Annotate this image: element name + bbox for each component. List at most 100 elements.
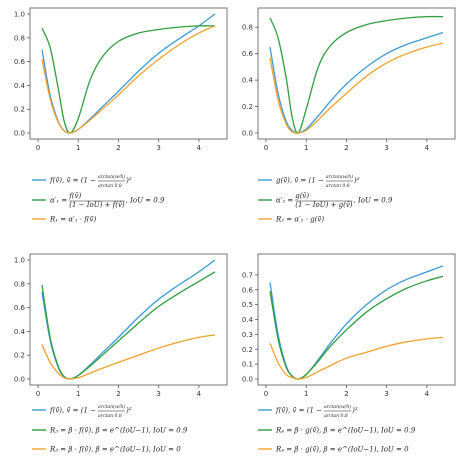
legend-fraction-numerator: g(v̄): [295, 192, 309, 200]
legend-label: R₁ = α′₁ · f(v̄): [49, 216, 96, 224]
y-tick-label: 1.0: [14, 11, 25, 19]
legend-label: R₄ = β · g(v̄), β = e^(IoU−1), IoU = 0: [275, 446, 409, 454]
y-tick-label: 0.7: [242, 271, 253, 279]
x-tick-label: 1: [304, 144, 308, 152]
x-tick-label: 1: [76, 144, 80, 152]
legend-label: α′₁ =: [50, 197, 67, 205]
series-line-2: [41, 25, 215, 134]
legend-fraction-denominator: arctan 0.8: [98, 413, 122, 419]
x-tick-label: 3: [384, 144, 388, 152]
y-tick-label: 0.4: [242, 316, 254, 324]
y-tick-label: 0.2: [242, 346, 253, 354]
legend-label: R₂ = α′₂ · g(v̄): [275, 216, 324, 224]
y-tick-label: 0.6: [242, 286, 254, 294]
legend-label: R₃ = β · f(v̄), β = e^(IoU−1), IoU = 0.9: [49, 427, 188, 435]
legend-label-tail: )²: [353, 177, 360, 185]
legend-label: f(v̄), v̄ = (1 −: [275, 407, 322, 415]
legend-label: α′₂ =: [276, 197, 293, 205]
x-tick-label: 2: [116, 144, 120, 152]
series-line-2: [269, 275, 444, 380]
plot-frame: [257, 253, 456, 386]
chart-legend: f(v̄), v̄ = (1 − arctan(w/h) arctan 0.8)² α…: [32, 173, 165, 224]
y-tick-label: 0.4: [14, 82, 26, 90]
series-line-2: [41, 271, 216, 380]
chart-panel-4: 0 1 2 3 4 0.0 0.1 0.2 0.3 0.4 0.5 0.6 0.7 f(v̄), v̄ =…: [242, 253, 456, 454]
series-line-3: [41, 25, 216, 134]
legend-fraction-numerator: arctan(w/h): [326, 173, 353, 180]
legend-label: f(v̄), v̄ = (1 −: [49, 407, 96, 415]
legend-label-tail: )²: [351, 407, 358, 415]
series-line-1: [41, 13, 216, 134]
y-tick-label: 1.0: [14, 257, 25, 265]
plot-frame: [29, 7, 228, 140]
plot-frame: [29, 253, 228, 386]
y-tick-label: 0.0: [14, 130, 25, 138]
chart-panel-3: 0 1 2 3 4 0.0 0.2 0.4 0.6 0.8 1.0 f(v̄), v̄ = (1 − a…: [14, 253, 228, 454]
series-line-1: [41, 259, 216, 380]
y-tick-label: 0.2: [14, 352, 25, 360]
legend-label-tail: )²: [125, 177, 132, 185]
y-tick-label: 0.1: [242, 361, 253, 369]
y-tick-label: 0.8: [14, 280, 25, 288]
y-tick-label: 0.5: [242, 301, 253, 309]
legend-label-tail: , IoU = 0.9: [354, 197, 393, 205]
y-tick-label: 0.4: [242, 77, 254, 85]
series-line-1: [269, 265, 444, 380]
chart-legend: f(v̄), v̄ = (1 − arctan(w/h) arctan 0.8)² R…: [258, 403, 416, 454]
legend-label-tail: )²: [125, 407, 132, 415]
x-tick-label: 2: [344, 390, 348, 398]
legend-fraction-numerator: f(v̄): [68, 192, 81, 200]
legend-fraction-denominator: arctan 0.8: [326, 183, 350, 189]
series-line-1: [269, 31, 444, 134]
x-tick-label: 2: [116, 390, 120, 398]
y-tick-label: 0.3: [242, 331, 253, 339]
chart-panel-1: 0 1 2 3 4 0.0 0.2 0.4 0.6 0.8 1.0 f(v̄), v̄ = (1 − a…: [14, 7, 228, 224]
y-tick-label: 0.6: [242, 50, 254, 58]
y-tick-label: 0.8: [242, 24, 253, 32]
x-tick-label: 0: [264, 390, 268, 398]
x-tick-label: 3: [156, 390, 160, 398]
x-tick-label: 3: [384, 390, 388, 398]
legend-fraction-denominator: (1 − IoU) + f(v̄): [69, 201, 125, 209]
x-tick-label: 4: [425, 390, 430, 398]
legend-label: f(v̄), v̄ = (1 −: [49, 177, 96, 185]
x-tick-label: 4: [425, 144, 430, 152]
legend-fraction-numerator: arctan(w/h): [98, 173, 125, 180]
plot-frame: [257, 7, 456, 140]
y-tick-label: 0.2: [14, 106, 25, 114]
x-tick-label: 4: [197, 390, 202, 398]
chart-legend: f(v̄), v̄ = (1 − arctan(w/h) arctan 0.8)² R…: [32, 403, 188, 454]
y-tick-label: 0.8: [14, 34, 25, 42]
legend-fraction-numerator: arctan(w/h): [98, 403, 125, 410]
x-tick-label: 0: [36, 144, 40, 152]
legend-label: R₄ = β · g(v̄), β = e^(IoU−1), IoU = 0.9: [275, 427, 416, 435]
y-tick-label: 0.0: [242, 376, 253, 384]
x-tick-label: 1: [304, 390, 308, 398]
x-tick-label: 2: [344, 144, 348, 152]
series-line-3: [269, 336, 444, 380]
series-line-3: [269, 42, 444, 134]
legend-fraction-denominator: arctan 0.8: [324, 413, 348, 419]
series-line-3: [41, 334, 216, 380]
y-tick-label: 0.4: [14, 328, 26, 336]
x-tick-label: 4: [197, 144, 202, 152]
x-tick-label: 3: [156, 144, 160, 152]
legend-fraction-denominator: (1 − IoU) + g(v̄): [295, 201, 353, 209]
legend-fraction-numerator: arctan(w/h): [324, 403, 351, 410]
x-tick-label: 0: [264, 144, 268, 152]
series-line-2: [269, 15, 443, 134]
legend-label-tail: , IoU = 0.9: [126, 197, 165, 205]
y-tick-label: 0.6: [14, 58, 26, 66]
y-tick-label: 0.2: [242, 103, 253, 111]
legend-fraction-denominator: arctan 0.8: [98, 183, 122, 189]
y-tick-label: 0.0: [242, 130, 253, 138]
x-tick-label: 1: [76, 390, 80, 398]
chart-panel-2: 0 1 2 3 4 0.0 0.2 0.4 0.6 0.8 g(v̄), v̄ = (1 − arct…: [242, 7, 456, 224]
legend-label: g(v̄), v̄ = (1 −: [276, 177, 324, 185]
x-tick-label: 0: [36, 390, 40, 398]
legend-label: R₃ = β · f(v̄), β = e^(IoU−1), IoU = 0: [49, 446, 181, 454]
chart-legend: g(v̄), v̄ = (1 − arctan(w/h) arctan 0.8)² α…: [258, 173, 393, 224]
y-tick-label: 0.0: [14, 376, 25, 384]
y-tick-label: 0.6: [14, 304, 26, 312]
